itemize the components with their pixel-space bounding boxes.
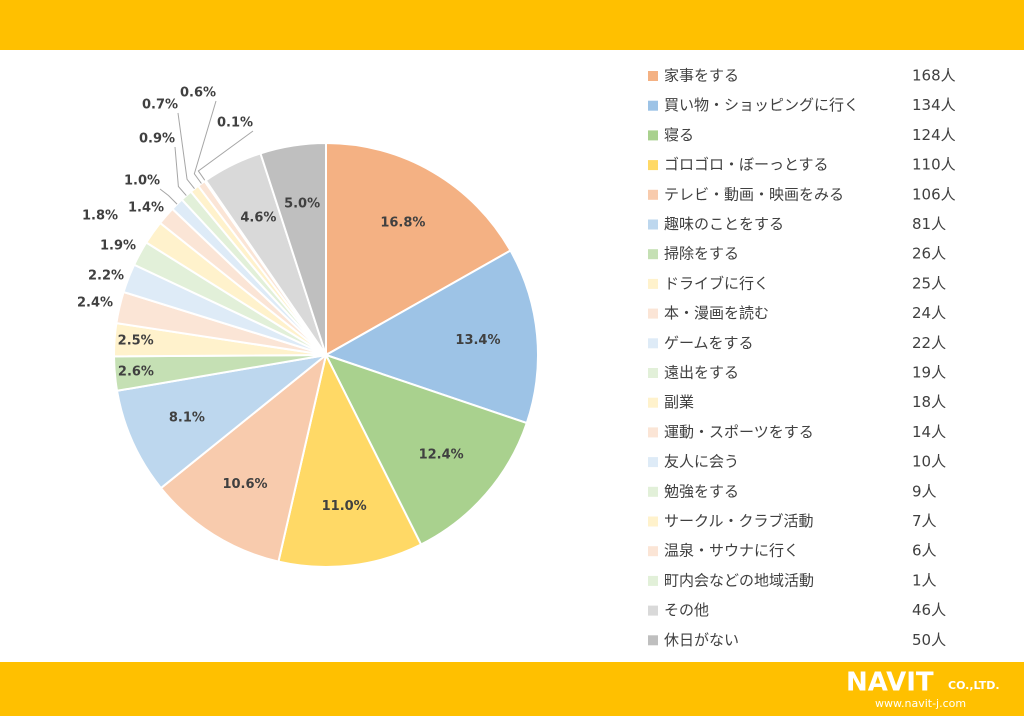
legend-swatch (648, 486, 658, 497)
legend-count: 22人 (912, 334, 946, 352)
legend-swatch (648, 100, 658, 111)
legend-swatch (648, 308, 658, 319)
legend-swatch (648, 160, 658, 171)
pie-slice (115, 353, 330, 490)
legend-label: その他 (664, 601, 709, 619)
legend-swatch (648, 635, 658, 646)
legend-count: 134人 (912, 96, 956, 114)
legend-count: 7人 (912, 512, 937, 530)
logo-name: NAVIT (846, 668, 934, 698)
legend-swatch (648, 338, 658, 349)
legend-label: テレビ・動画・映画をみる (664, 185, 844, 203)
legend-label: サークル・クラブ活動 (664, 512, 814, 530)
legend-swatch (648, 575, 658, 586)
legend-label: 趣味のことをする (664, 215, 784, 233)
legend-swatch (648, 546, 658, 557)
legend-label: 家事をする (664, 67, 739, 85)
legend-label: ゲームをする (664, 334, 754, 352)
slice-label: 1.8% (82, 209, 118, 224)
legend-label: 掃除をする (664, 245, 739, 263)
legend-count: 6人 (912, 542, 937, 560)
legend-swatch (648, 249, 658, 260)
legend-swatch (648, 189, 658, 200)
leader-line (174, 146, 187, 196)
legend-label: 運動・スポーツをする (664, 423, 814, 441)
slice-label: 13.4% (455, 333, 500, 348)
legend-label: 温泉・サウナに行く (664, 542, 799, 560)
legend-count: 18人 (912, 393, 946, 411)
legend-count: 19人 (912, 364, 946, 382)
legend-count: 110人 (912, 156, 956, 174)
slice-label: 8.1% (169, 410, 205, 425)
leader-line (193, 100, 217, 184)
slice-label: 0.7% (142, 98, 178, 113)
legend-count: 9人 (912, 482, 937, 500)
legend-label: 寝る (664, 126, 694, 144)
legend-label: 町内会などの地域活動 (664, 571, 814, 589)
pie-slice (323, 249, 539, 425)
legend-label: ドライブに行く (664, 274, 769, 292)
legend-count: 26人 (912, 245, 946, 263)
slice-label: 1.9% (100, 239, 136, 254)
legend-label: 休日がない (664, 631, 739, 649)
pie-slice (325, 141, 512, 357)
slice-label: 2.6% (118, 364, 154, 379)
slice-label: 1.4% (128, 201, 164, 216)
legend-swatch (648, 71, 658, 81)
legend-label: 勉強をする (664, 482, 739, 500)
legend-swatch (648, 368, 658, 378)
logo-url: www.navit-j.com (875, 697, 966, 710)
slice-label: 1.0% (124, 174, 160, 189)
bottom-bar (0, 662, 1024, 716)
slice-label: 4.6% (240, 211, 276, 226)
legend-label: 副業 (664, 393, 694, 411)
legend-count: 1人 (912, 571, 937, 589)
legend-label: 買い物・ショッピングに行く (664, 96, 859, 114)
legend-label: ゴロゴロ・ぼーっとする (664, 156, 829, 174)
slice-label: 2.4% (77, 296, 113, 311)
leader-line (159, 188, 178, 205)
pie-slice (159, 352, 328, 563)
slice-label: 0.9% (139, 132, 175, 147)
legend-swatch (648, 278, 658, 289)
leader-line (177, 112, 195, 190)
slice-label: 10.6% (222, 477, 267, 492)
slice-label: 2.2% (88, 269, 124, 284)
legend-count: 25人 (912, 274, 946, 292)
pie-slice (324, 353, 529, 546)
legend-count: 106人 (912, 185, 956, 203)
legend-swatch (648, 605, 658, 616)
legend-count: 168人 (912, 67, 956, 85)
legend-count: 50人 (912, 631, 946, 649)
legend-label: 友人に会う (664, 453, 739, 471)
pie-slice (259, 141, 327, 356)
top-bar (0, 0, 1024, 50)
legend-count: 14人 (912, 423, 946, 441)
leader-line (197, 130, 254, 182)
legend-swatch (648, 130, 658, 141)
legend-swatch (648, 219, 658, 230)
legend-count: 24人 (912, 304, 946, 322)
slice-label: 12.4% (419, 448, 464, 463)
slice-label: 0.1% (217, 116, 253, 131)
slice-label: 16.8% (380, 216, 425, 231)
legend-label: 遠出をする (664, 364, 739, 382)
legend-count: 46人 (912, 601, 946, 619)
slice-label: 11.0% (322, 499, 367, 514)
legend-swatch (648, 427, 658, 438)
legend-label: 本・漫画を読む (664, 304, 769, 322)
legend-count: 124人 (912, 126, 956, 144)
legend-count: 81人 (912, 215, 946, 233)
legend-swatch (648, 397, 658, 408)
legend-swatch (648, 516, 658, 527)
slice-label: 2.5% (118, 334, 154, 349)
logo-suffix: CO.,LTD. (948, 679, 1000, 692)
slice-label: 0.6% (180, 86, 216, 101)
slice-label: 5.0% (284, 197, 320, 212)
legend-count: 10人 (912, 453, 946, 471)
legend-swatch (648, 457, 658, 468)
